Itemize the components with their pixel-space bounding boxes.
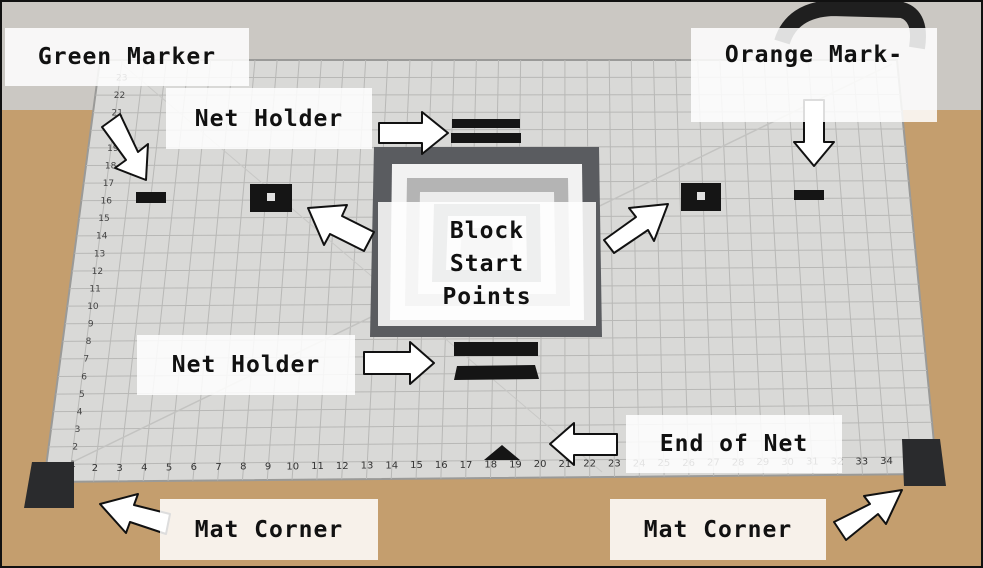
mat-left-number: 6 [81,372,87,382]
mat-corner-right-arrow [833,489,903,541]
mat-left-number: 3 [75,425,81,435]
net-holder-bottom-2 [454,365,539,380]
net-holder-top-label: Net Holder [166,88,372,149]
mat-bottom-number: 33 [855,456,868,467]
mat-left-number: 10 [87,302,99,312]
mat-left-number: 2 [72,443,78,453]
end-of-net-arrow [549,422,618,466]
mat-bottom-number: 7 [215,462,221,473]
orange-marker-tape [794,190,824,200]
net-holder-bottom-arrow [363,341,435,385]
grid-row-line [53,404,931,413]
mat-bottom-number: 9 [265,462,271,473]
green-marker-label: Green Marker [5,28,249,86]
net-holder-top-2 [451,133,521,143]
mat-bottom-number: 2 [92,463,98,474]
mat-bottom-number: 10 [286,461,299,472]
mat-left-number: 17 [103,179,114,189]
mat-left-number: 4 [77,407,83,417]
mat-left-number: 8 [86,337,92,347]
block-start-line-2: Start [449,250,525,277]
mat-bottom-number: 18 [484,460,497,471]
mat-left-number: 15 [98,214,109,224]
mat-bottom-number: 23 [608,458,621,469]
mat-left-number: 9 [88,320,94,330]
net-holder-top-arrow [378,111,449,155]
mat-corner-right [902,439,946,486]
mat-left-number: 16 [100,197,112,207]
mat-left-number: 12 [92,267,103,277]
mat-corner-right-label: Mat Corner [610,499,826,560]
mat-left-number: 13 [94,249,105,259]
left-square-arrow [307,204,375,252]
mat-bottom-number: 17 [460,460,473,471]
mat-bottom-number: 11 [311,461,324,472]
mat-bottom-number: 16 [435,460,448,471]
end-of-net-label: End of Net [626,415,842,473]
mat-bottom-number: 13 [361,461,374,472]
mat-left-number: 19 [107,144,119,154]
green-marker-tape [136,192,166,203]
orange-marker-label: Orange Mark- [691,28,937,122]
mat-left-number: 7 [83,355,89,365]
mat-left-number: 22 [114,91,125,101]
right-square-arrow [603,203,669,254]
mat-bottom-number: 19 [509,459,522,470]
mat-left-number: 18 [105,161,117,171]
block-start-line-3: Points [442,283,532,310]
mat-corner-left-label: Mat Corner [160,499,378,560]
net-holder-bottom-label: Net Holder [137,335,355,395]
mat-left-number: 5 [79,390,85,400]
mat-corner-left [24,462,74,508]
mat-bottom-number: 4 [141,463,147,474]
mat-bottom-number: 15 [410,460,423,471]
mat-left-number: 21 [112,109,123,119]
block-start-label: Block Start Points [378,202,596,326]
mat-bottom-number: 14 [385,460,398,471]
mat-bottom-number: 20 [534,459,547,470]
mat-bottom-number: 6 [191,462,197,473]
mat-bottom-number: 3 [116,463,122,474]
mat-bottom-number: 21 [559,459,572,470]
mat-left-number: 11 [89,284,100,294]
mat-bottom-number: 12 [336,461,349,472]
block-start-line-1: Block [449,217,525,244]
green-marker-arrow [101,113,149,181]
net-holder-bottom-1 [454,342,538,356]
end-of-net-triangle [484,445,520,460]
mat-bottom-number: 22 [583,459,596,470]
mat-left-number: 14 [96,232,108,242]
mat-bottom-number: 34 [880,456,893,467]
net-holder-top-1 [452,119,520,128]
mat-bottom-number: 8 [240,462,246,473]
mat-bottom-number: 5 [166,462,172,473]
